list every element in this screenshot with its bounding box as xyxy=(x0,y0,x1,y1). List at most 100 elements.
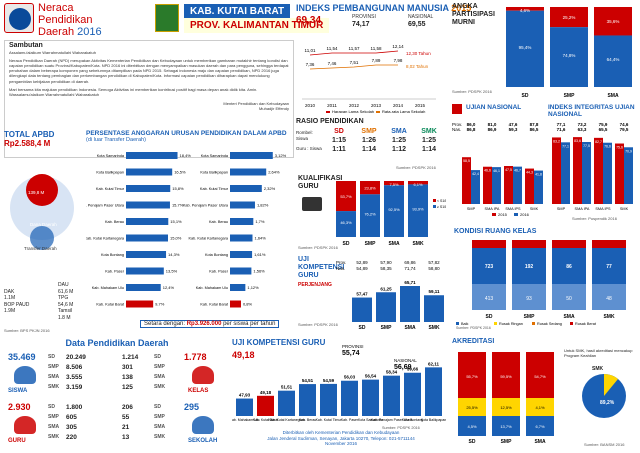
graduation-cap-icon xyxy=(302,197,322,211)
persen-bar-label: 1,56% xyxy=(253,269,265,274)
ipm-hls-label: 12,14 xyxy=(392,44,404,49)
ukg2-prov-value: 55,74 xyxy=(342,350,360,357)
ukg-cat: SMA xyxy=(404,325,416,331)
ipm-year-tick: 2011 xyxy=(327,103,337,108)
dpd-row-level: SD xyxy=(48,354,55,360)
persen-bar-label: 1,12% xyxy=(247,285,259,290)
dpd-kelas-block: 1.778 KELAS 1.214 SD 301 SMP 138 SMA 125 SMK xyxy=(122,352,230,400)
kondisi-legend-item: Rusak Sedang xyxy=(537,322,562,326)
ukg2-bar-label: 49,18 xyxy=(260,390,272,395)
dpd-row-value: 8.506 xyxy=(66,364,83,371)
prov-label: PROV. KALIMANTAN TIMUR xyxy=(184,18,330,33)
ii-prov-val: 77,1 xyxy=(557,122,566,127)
kondisi-bar-baik xyxy=(592,248,626,284)
persen-row-name: Kota Bontang xyxy=(101,253,124,257)
un-cat: SMK xyxy=(530,207,539,211)
ukg-nas-val: 58,35 xyxy=(380,266,392,271)
kondisi-cat: SMA xyxy=(563,314,575,320)
tpg-val: 54,6 M xyxy=(58,301,74,308)
kondisi-legend-swatch xyxy=(570,322,573,325)
dpd-sekolah-row: 13 SMK xyxy=(122,434,182,441)
dpd-row-value: 138 xyxy=(122,374,133,381)
persen-bar-label: 15,8% xyxy=(172,186,184,191)
ukg-nas-label: Nas. xyxy=(336,266,345,271)
akred-note: Untuk SMK, hasil akreditasi mencakup Pro… xyxy=(564,348,633,358)
foot2: Jalan Jenderal Sudirman, Senayan, Jakart… xyxy=(267,435,415,441)
dpd-guru-row: SMK 220 xyxy=(48,434,108,441)
ukg2-bar xyxy=(404,372,421,416)
ukg2-bar-label: 54,59 xyxy=(323,378,335,383)
dpd-row-level: SMK xyxy=(154,384,166,390)
un-cat: SMA IPA xyxy=(485,207,500,211)
akred-a-val: 13,7% xyxy=(500,424,512,429)
apm-panel: ANGKA PARTISIPASI MURNI Sumber: PDSPK 20… xyxy=(452,3,638,103)
ukg2-bar xyxy=(320,383,337,416)
akred-bar-a xyxy=(526,416,554,436)
dpd-kelas-row: 301 SMP xyxy=(122,364,182,371)
akred-chart: 55,7% 25,5% 4,5% SD 59,5% 12,5% 13,7% SMP 54,7% 4… xyxy=(458,352,626,445)
total-source: Sumber: BPS PKJN 2016 xyxy=(4,328,50,333)
ii-nas-val: 65,5 xyxy=(599,127,608,132)
ukg-prov-label: Prov. xyxy=(336,260,346,265)
un-legend-2016: 2016 xyxy=(520,212,530,217)
rasio-row1-value: 1:25 xyxy=(421,137,436,144)
persen-row-name: Kab. Mahakam Ulu xyxy=(92,286,124,290)
persen-bar xyxy=(230,284,246,291)
rasio-col: SD 1:15 1:11 xyxy=(324,128,354,153)
ii-bar-2015 xyxy=(552,137,561,204)
kual-bottom-label: 92,5% xyxy=(388,207,400,212)
teacher-icon xyxy=(14,416,36,434)
un-cat: SMA IPS xyxy=(505,207,521,211)
dpd-siswa-row: SD 20.249 xyxy=(48,354,108,361)
persen-title: PERSENTASE ANGGARAN URUSAN PENDIDIKAN DA… xyxy=(86,130,287,137)
kual-bottom-label: 93,9% xyxy=(412,207,424,212)
kondisi-bar-baik xyxy=(552,248,586,284)
ukg2-bar-label: 58,34 xyxy=(386,370,398,375)
footer: Diterbitkan oleh Kementerian Pendidikan … xyxy=(232,430,450,447)
apm-title: ANGKA PARTISIPASI MURNI xyxy=(452,3,495,27)
dana-val: 139,8 M xyxy=(28,190,45,195)
persen-row-name: Kab. Penajam Paser Utara xyxy=(86,204,125,208)
ipm-nas-value: 69,55 xyxy=(408,21,426,28)
ipm-nas-label: NASIONAL xyxy=(408,14,434,20)
persen-bar-label: 13,5% xyxy=(166,269,178,274)
apm-title-l3: MURNI xyxy=(452,19,475,26)
ipm-rls-label: 7,36 xyxy=(306,62,315,67)
rasio-col-header: SMK xyxy=(421,128,437,135)
ipm-rls-label: 7,98 xyxy=(394,58,403,63)
persen-bar xyxy=(126,284,161,291)
akred-bar-a xyxy=(458,416,486,436)
kual-bar-top xyxy=(360,181,380,195)
apm-bar-bottom xyxy=(594,35,632,87)
dpd-row-value: 3.159 xyxy=(66,384,83,391)
persen-bar xyxy=(230,234,253,242)
ukg2-bar-label: 62,11 xyxy=(428,361,440,366)
apm-top-label: 25,2% xyxy=(563,15,576,20)
kual-bottom-label: 76,2% xyxy=(364,212,376,217)
title-year: 2016 xyxy=(77,26,102,38)
akred-source: Sumber: BANSM 2016 xyxy=(584,442,625,447)
dpd-guru-row: SMA 305 xyxy=(48,424,108,431)
akred-cat: SMA xyxy=(534,439,546,445)
kondisi-legend-item: Rusak Berat xyxy=(575,322,597,326)
ukg-cat: SMK xyxy=(428,325,440,331)
dpd-title: Data Pendidikan Daerah xyxy=(65,338,169,348)
persen-bar-label: 1,64% xyxy=(254,236,266,241)
un-cat: SMP xyxy=(467,207,476,211)
rasio-panel: RASIO PENDIDIKAN Rombel: Siswa Guru : Si… xyxy=(296,118,446,173)
dpd-sekolah-row: 206 SD xyxy=(122,404,182,411)
ipm-rls-end: 8,02 Tahun xyxy=(406,64,429,69)
dpd-row-level: SD xyxy=(154,404,161,410)
kual-cat: SD xyxy=(343,241,350,247)
dpd-guru-row: SD 1.800 xyxy=(48,404,108,411)
total-apbd-panel: TOTAL APBD Rp2.588,4 M 139,8 M Dana Daer… xyxy=(4,130,84,333)
persen-foot: Setara dengan: Rp3.926.000 per siswa per… xyxy=(140,320,280,328)
kondisi-source: Sumber: PDSPK 2016 xyxy=(456,326,491,330)
kondisi-cat: SMK xyxy=(603,314,615,320)
persen-row-name: Kota Bontang xyxy=(205,253,228,257)
dpd-row-value: 3.555 xyxy=(66,374,83,381)
un-val-2016: 46,7 xyxy=(514,169,521,173)
apm-bar-bottom xyxy=(506,10,544,87)
apm-top-label: 35,6% xyxy=(607,19,620,24)
apm-bottom-label: 95,4% xyxy=(519,45,532,50)
